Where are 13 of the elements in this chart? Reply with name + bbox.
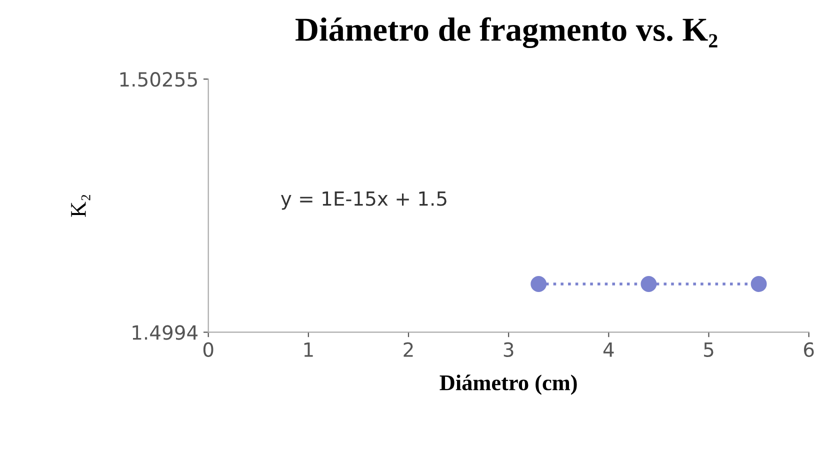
x-tick-label: 1 (304, 342, 313, 357)
x-tick-label: 6 (804, 342, 814, 357)
annotation: y = 1E-15x + 1.5 (280, 191, 446, 210)
x-tick-label: 5 (704, 342, 714, 357)
y-axis-title: K₂ (71, 194, 90, 217)
x-tick-label: 0 (203, 342, 214, 357)
chart-title: Diámetro de fragmento vs. K₂ (296, 17, 718, 48)
y-tick-label: 1.50255 (120, 72, 197, 87)
x-tick-label: 3 (504, 342, 514, 357)
x-tick-label: 2 (404, 342, 413, 357)
x-axis-title: Diámetro (cm) (440, 374, 577, 395)
x-tick-label: 4 (603, 342, 614, 357)
y-tick-label: 1.4994 (132, 325, 198, 340)
